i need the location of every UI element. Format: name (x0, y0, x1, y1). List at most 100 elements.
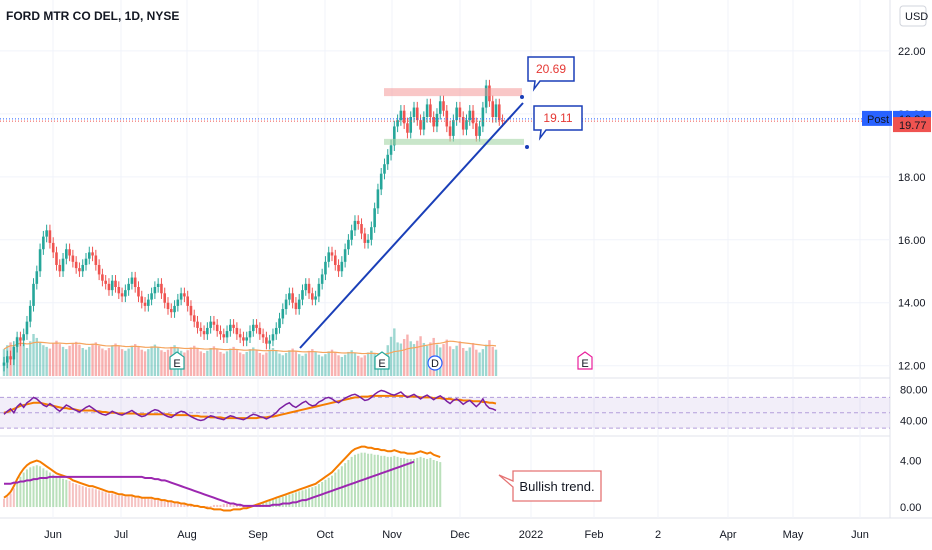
time-tick-label: Nov (382, 529, 402, 541)
volume-bar (229, 348, 232, 376)
volume-bar (216, 349, 219, 376)
candle-body (65, 249, 68, 259)
volume-bar (452, 349, 455, 376)
candle-body (389, 145, 393, 155)
macd-histogram-bar (94, 489, 97, 508)
macd-histogram-bar (222, 503, 225, 508)
volume-bar (143, 351, 147, 376)
candle-body (327, 252, 331, 262)
candle-body (478, 126, 481, 136)
event-marker-label: E (173, 358, 180, 370)
candle-body (140, 296, 144, 303)
volume-bar (471, 342, 475, 376)
earnings-marker (169, 351, 185, 370)
candle-body (137, 287, 140, 297)
candle-body (314, 296, 317, 300)
candle-body (160, 283, 163, 294)
candle-body (163, 293, 167, 303)
candle-body (406, 123, 409, 133)
volume-bar (275, 350, 278, 376)
macd-histogram-bar (353, 454, 356, 508)
macd-histogram-bar (22, 472, 25, 508)
candle-body (209, 321, 212, 328)
candle-body (350, 230, 353, 240)
candle-body (245, 337, 249, 341)
candle-body (199, 327, 203, 332)
macd-histogram-bar (180, 503, 183, 508)
candle-body (265, 337, 268, 344)
volume-bar (156, 347, 160, 376)
macd-histogram-bar (137, 497, 140, 508)
volume-bar (324, 354, 327, 376)
volume-bar (238, 352, 242, 376)
volume-bar (232, 346, 235, 376)
volume-bar (288, 350, 291, 376)
currency-label: USD (905, 11, 928, 23)
candle-body (370, 227, 373, 240)
earnings-marker (577, 351, 593, 370)
candle-body (28, 305, 32, 322)
macd-histogram-bar (383, 455, 386, 508)
macd-histogram-bar (416, 457, 419, 508)
volume-bar (271, 348, 275, 376)
candle-body (455, 107, 458, 121)
volume-bar (347, 351, 350, 376)
rsi-tick-label: 40.00 (900, 415, 928, 427)
macd-histogram-bar (422, 457, 425, 508)
volume-bar (117, 346, 120, 376)
signal-line (4, 460, 415, 507)
macd-histogram-bar (390, 456, 393, 508)
volume-bar (114, 343, 117, 376)
macd-histogram-bar (232, 504, 235, 508)
volume-bar (52, 343, 55, 376)
volume-bar (261, 354, 265, 376)
macd-histogram-bar (163, 500, 166, 508)
volume-bar (255, 350, 258, 376)
volume-bar (193, 345, 196, 376)
time-tick-label: Oct (316, 529, 333, 541)
volume-bar (242, 354, 245, 376)
chart-title: FORD MTR CO DEL, 1D, NYSE (6, 9, 179, 23)
macd-histogram-bar (62, 478, 65, 508)
drawings[interactable]: 20.69 19.11 (0, 56, 890, 349)
volume-bar (111, 345, 114, 376)
currency-button[interactable]: USD (899, 5, 928, 27)
post-tag-bg (862, 110, 892, 126)
macd-histogram-bar (373, 454, 376, 508)
macd-histogram-bar (121, 495, 124, 508)
event-marker-label: D (431, 358, 439, 370)
volume-bar (84, 349, 88, 376)
rsi-line (3, 389, 497, 422)
earnings-marker (374, 351, 390, 370)
volume-bar (71, 342, 75, 376)
candle-body (386, 154, 390, 165)
candle-body (376, 189, 380, 209)
candle-body (107, 283, 111, 291)
macd-histogram-bar (189, 504, 192, 508)
candle-body (442, 101, 445, 111)
volume-bar (186, 350, 189, 376)
volume-bar (29, 341, 32, 376)
candle-body (268, 340, 271, 344)
volume-bar (448, 346, 452, 376)
macd-histogram-bar (413, 458, 415, 508)
macd-histogram-bar (98, 490, 101, 508)
candle-body (45, 230, 48, 237)
candle-body (110, 280, 114, 291)
volume-bar (91, 344, 94, 376)
grid (0, 0, 890, 518)
volume-bar (304, 353, 307, 376)
rsi-tick-label: 80.00 (900, 385, 928, 397)
candle-body (192, 315, 196, 322)
candle-body (435, 113, 439, 127)
volume-bar (478, 352, 481, 376)
macd-histogram-bar (212, 504, 215, 508)
candle-body (402, 110, 406, 124)
macd-histogram-bar (16, 481, 19, 508)
candle-body (481, 107, 485, 127)
volume-bar (298, 354, 301, 376)
candle-body (468, 110, 472, 121)
